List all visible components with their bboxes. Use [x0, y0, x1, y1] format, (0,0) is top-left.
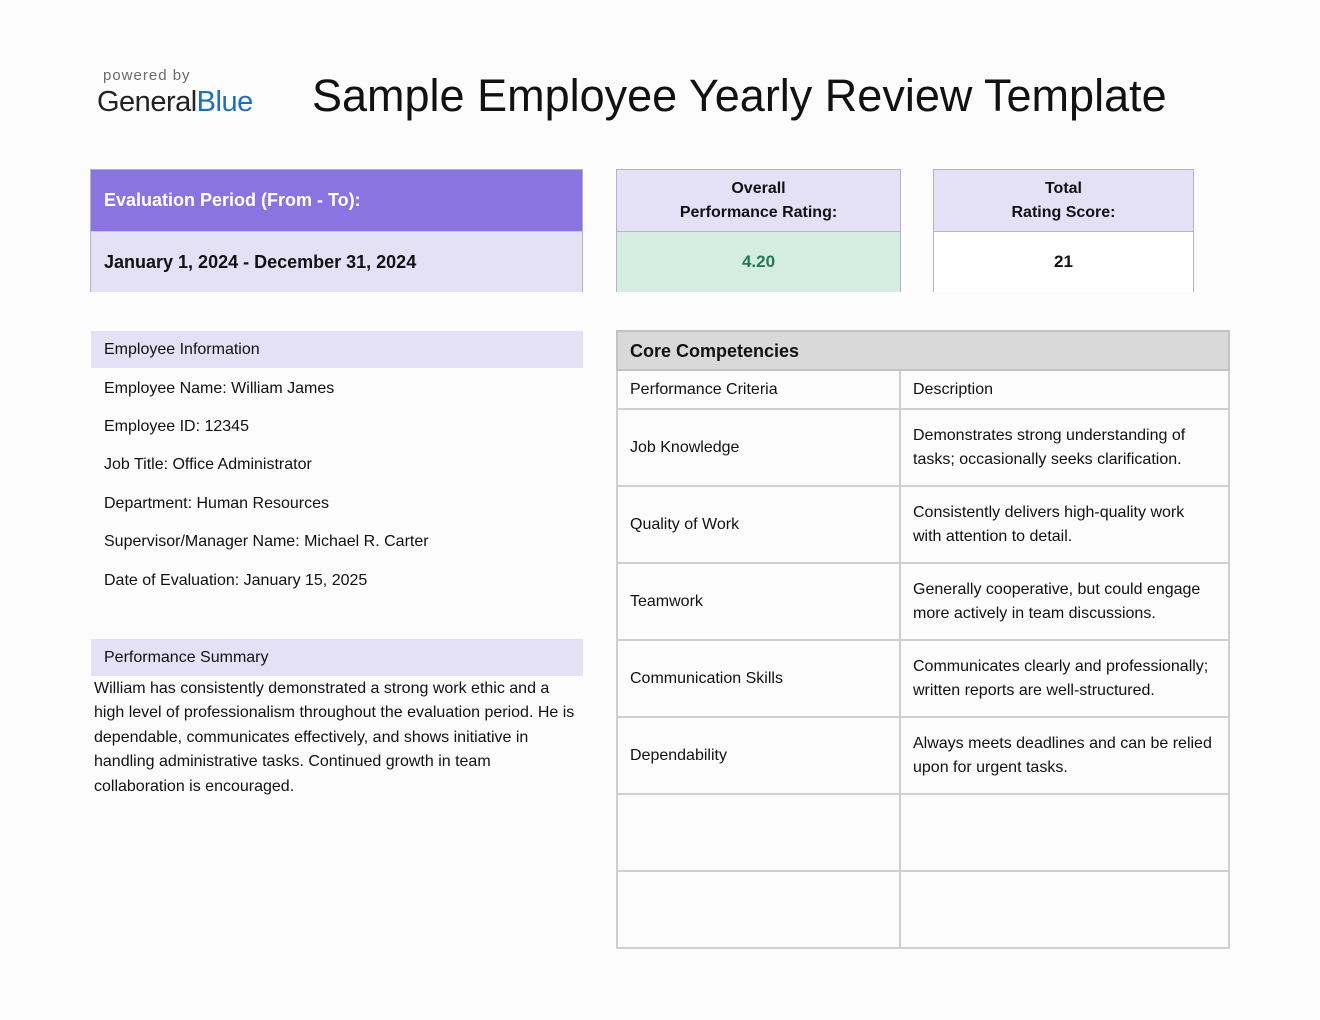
description-column-header: Description: [899, 369, 1230, 410]
brand-name-general: General: [97, 86, 197, 118]
description-cell: Generally cooperative, but could engage …: [899, 562, 1230, 641]
description-cell: [899, 793, 1230, 872]
description-cell: Consistently delivers high-quality work …: [899, 485, 1230, 564]
total-score-box: Total Rating Score: 21: [933, 169, 1194, 292]
total-score-value: 21: [934, 232, 1193, 292]
page-title: Sample Employee Yearly Review Template: [312, 70, 1167, 121]
description-cell: [899, 870, 1230, 949]
supervisor-name: Supervisor/Manager Name: Michael R. Cart…: [104, 533, 429, 550]
employee-id: Employee ID: 12345: [104, 418, 249, 435]
overall-rating-label-line2: Performance Rating:: [679, 203, 838, 221]
performance-summary-heading: Performance Summary: [91, 639, 583, 676]
criteria-cell: Communication Skills: [616, 639, 901, 718]
overall-rating-label: Overall Performance Rating:: [617, 170, 900, 232]
core-competencies-heading: Core Competencies: [616, 330, 1230, 371]
powered-by-label: powered by: [103, 67, 191, 84]
criteria-cell: Quality of Work: [616, 485, 901, 564]
criteria-cell: Dependability: [616, 716, 901, 795]
brand-logo: GeneralBlue: [97, 86, 253, 119]
total-score-label-line1: Total: [1044, 179, 1082, 197]
table-row: [616, 793, 1230, 872]
table-row: Quality of Work Consistently delivers hi…: [616, 485, 1230, 564]
department: Department: Human Resources: [104, 495, 329, 512]
criteria-column-header: Performance Criteria: [616, 369, 901, 410]
description-cell: Always meets deadlines and can be relied…: [899, 716, 1230, 795]
performance-summary-text: William has consistently demonstrated a …: [94, 680, 575, 795]
job-title: Job Title: Office Administrator: [104, 456, 312, 473]
total-score-label-line2: Rating Score:: [1011, 203, 1116, 221]
total-score-label: Total Rating Score:: [934, 170, 1193, 232]
criteria-cell: [616, 870, 901, 949]
evaluation-period-box: Evaluation Period (From - To): January 1…: [90, 169, 583, 292]
table-row: Dependability Always meets deadlines and…: [616, 716, 1230, 795]
table-row: Job Knowledge Demonstrates strong unders…: [616, 408, 1230, 487]
brand-name-blue: Blue: [196, 86, 254, 118]
evaluation-period-value: January 1, 2024 - December 31, 2024: [91, 232, 582, 292]
table-row: Communication Skills Communicates clearl…: [616, 639, 1230, 718]
core-competencies-table: Core Competencies Performance Criteria D…: [616, 330, 1230, 949]
criteria-cell: Job Knowledge: [616, 408, 901, 487]
criteria-cell: Teamwork: [616, 562, 901, 641]
employee-name: Employee Name: William James: [104, 380, 335, 397]
table-row: Teamwork Generally cooperative, but coul…: [616, 562, 1230, 641]
employee-info-heading: Employee Information: [91, 331, 583, 368]
criteria-cell: [616, 793, 901, 872]
description-cell: Demonstrates strong understanding of tas…: [899, 408, 1230, 487]
description-cell: Communicates clearly and professionally;…: [899, 639, 1230, 718]
overall-rating-box: Overall Performance Rating: 4.20: [616, 169, 901, 292]
overall-rating-value: 4.20: [617, 232, 900, 292]
overall-rating-label-line1: Overall: [731, 179, 786, 197]
evaluation-date: Date of Evaluation: January 15, 2025: [104, 572, 368, 589]
evaluation-period-label: Evaluation Period (From - To):: [91, 170, 582, 232]
table-row: [616, 870, 1230, 949]
